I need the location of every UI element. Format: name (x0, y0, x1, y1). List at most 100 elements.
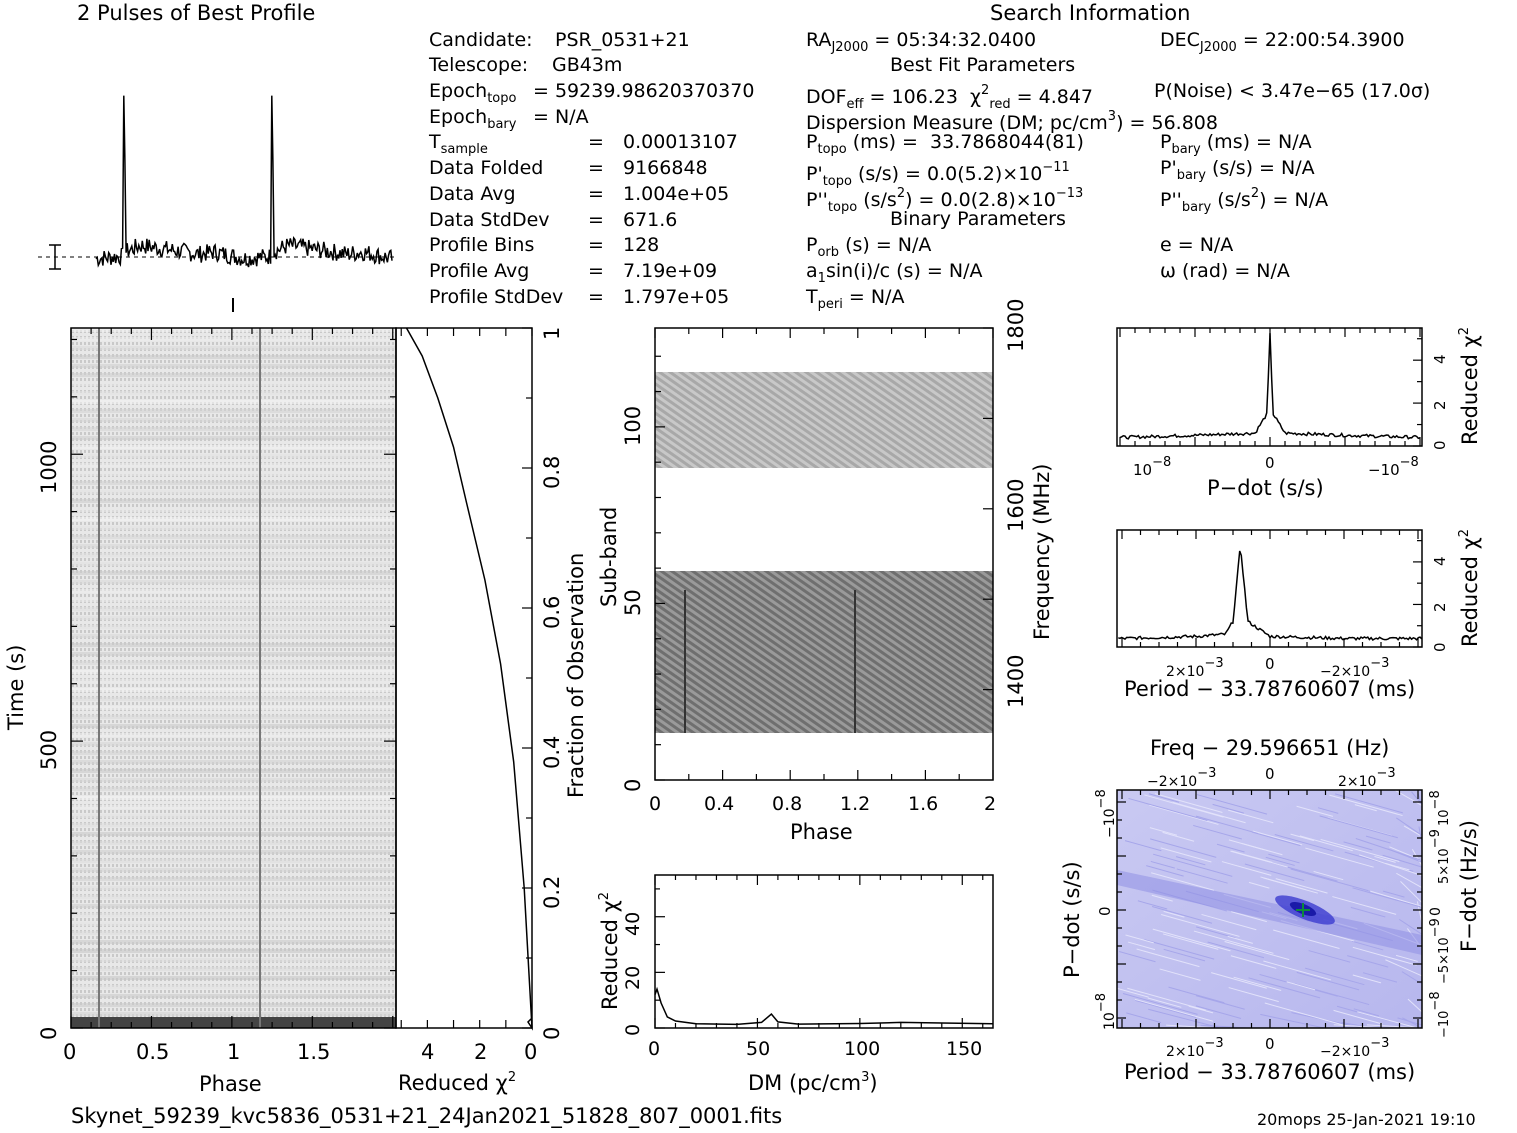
time-phase-row (71, 436, 396, 440)
ppdot-streak (1154, 793, 1223, 814)
ppdot-streak (1411, 849, 1423, 867)
time-phase-row (71, 427, 396, 431)
tp-xlabel: Phase (199, 1072, 262, 1096)
ppdot-streak (1175, 856, 1206, 866)
time-phase-row (71, 382, 396, 386)
pnoise: P(Noise) < 3.47e−65 (17.0σ) (1154, 80, 1431, 102)
ppdot-streak (1160, 847, 1212, 863)
ppdot-streak (1362, 972, 1398, 983)
ppdot-streak (1162, 933, 1219, 950)
ppdot-streak (1196, 926, 1236, 939)
sb-ytick-0: 0 (621, 778, 645, 792)
ppdot-streak (1400, 881, 1423, 904)
subband-lower-band (655, 571, 993, 733)
ppdot-streak (1159, 968, 1201, 981)
time-phase-row (71, 535, 396, 539)
ppdot-streak (1152, 928, 1231, 952)
ppdot-streak (1122, 993, 1198, 1015)
pp-ytick-1: 0 (1096, 906, 1114, 916)
time-phase-row (71, 706, 396, 710)
tp-ytick-0: 0 (37, 1026, 61, 1040)
info-pavg-key: Profile Avg (429, 260, 530, 282)
ppdot-streak (1144, 794, 1224, 818)
time-phase-row (71, 553, 396, 557)
ppdot-streak (1201, 913, 1257, 931)
ppdot-streak (1150, 860, 1175, 869)
ppdot-streak (1275, 878, 1328, 894)
ppdot-streak (1244, 863, 1305, 882)
time-phase-row (71, 859, 396, 863)
asini: a1sin(i)/c (s) = N/A (806, 260, 983, 286)
pp-y2tick-0: 10−8 (1428, 790, 1452, 826)
ppdot-streak (1193, 824, 1242, 840)
time-phase-row (71, 715, 396, 719)
time-phase-row (71, 670, 396, 674)
profile-title: 2 Pulses of Best Profile (77, 1, 316, 25)
ppdot-streak (1248, 881, 1270, 889)
time-phase-row (71, 922, 396, 926)
time-phase-row (71, 418, 396, 422)
tp-ytick-1: 500 (37, 729, 61, 770)
time-phase-row (71, 985, 396, 989)
time-phase-row (71, 571, 396, 575)
time-phase-row (71, 841, 396, 845)
time-phase-row (71, 697, 396, 701)
tp-xtick-1: 0.5 (136, 1040, 170, 1064)
ppdot-streak (1134, 998, 1214, 1022)
info-epoch-topo-key: Epochtopo (429, 80, 517, 106)
cum-ylabel: Fraction of Observation (564, 552, 588, 798)
ppdot-streak (1396, 872, 1423, 889)
pp-xtick-1: 0 (1265, 1035, 1275, 1053)
time-phase-row (71, 796, 396, 800)
info-pavg-value: 7.19e+09 (623, 260, 718, 282)
ppdot-streak (1273, 929, 1340, 950)
ppdot-streak (1125, 934, 1154, 944)
pp-ytick-0: −10−8 (1094, 789, 1118, 838)
info-pstd-key: Profile StdDev (429, 286, 564, 308)
info-avg-key: Data Avg (429, 183, 516, 205)
time-phase-row (71, 607, 396, 611)
pd-xtick-1: 0 (1265, 454, 1275, 472)
time-phase-row (71, 364, 396, 368)
sb-xtick-3: 1.2 (840, 793, 871, 815)
pp-title: Freq − 29.596651 (Hz) (1150, 736, 1390, 760)
p-topo: Ptopo (ms) = 33.7868044(81) (806, 131, 1084, 157)
dm-ytick-1: 20 (622, 965, 644, 990)
tp-xtick-2: 1 (227, 1040, 241, 1064)
ppdot-streak (1382, 854, 1423, 868)
pr-ytick-0: 0 (1431, 642, 1449, 652)
time-phase-row (71, 328, 396, 332)
cumulative-chi2-plot (395, 327, 533, 1031)
ppdot-streak (1150, 838, 1217, 858)
best-fit-title: Best Fit Parameters (890, 54, 1076, 76)
time-phase-row (71, 913, 396, 917)
ppdot-streak (1290, 868, 1371, 892)
info-std-key: Data StdDev (429, 209, 550, 231)
pd-ytick-0: 0 (1431, 440, 1449, 450)
ppdot-streak (1148, 1008, 1221, 1029)
info-tsample-eq: = (588, 131, 604, 153)
ppdot-streak (1162, 831, 1195, 842)
ppdot-streak (1286, 981, 1316, 991)
ppdot-streak (1231, 850, 1273, 863)
sb-xtick-1: 0.4 (704, 793, 735, 815)
pd-topo: P'topo (s/s) = 0.0(5.2)×10−11 (806, 160, 1070, 189)
sb-ytick-2: 100 (621, 405, 645, 446)
time-phase-row (71, 688, 396, 692)
ppdot-streak (1212, 803, 1244, 814)
time-phase-row (71, 445, 396, 449)
sb-xtick-5: 2 (984, 793, 997, 815)
time-phase-row (71, 769, 396, 773)
ppdot-streak (1260, 876, 1306, 891)
ppdot-streak (1251, 831, 1301, 847)
pp-xlabel: Period − 33.78760607 (ms) (1124, 1060, 1416, 1084)
ppdot-streak (1163, 910, 1185, 918)
sb-y2tick-1: 1600 (1004, 478, 1028, 532)
time-phase-row (71, 508, 396, 512)
cum-xtick-2: 0 (524, 1040, 538, 1064)
ppdot-streak (1147, 997, 1182, 1008)
ppdot-streak (1196, 794, 1268, 815)
info-pstd-eq: = (588, 286, 604, 308)
sb-ylabel: Sub-band (597, 506, 621, 607)
